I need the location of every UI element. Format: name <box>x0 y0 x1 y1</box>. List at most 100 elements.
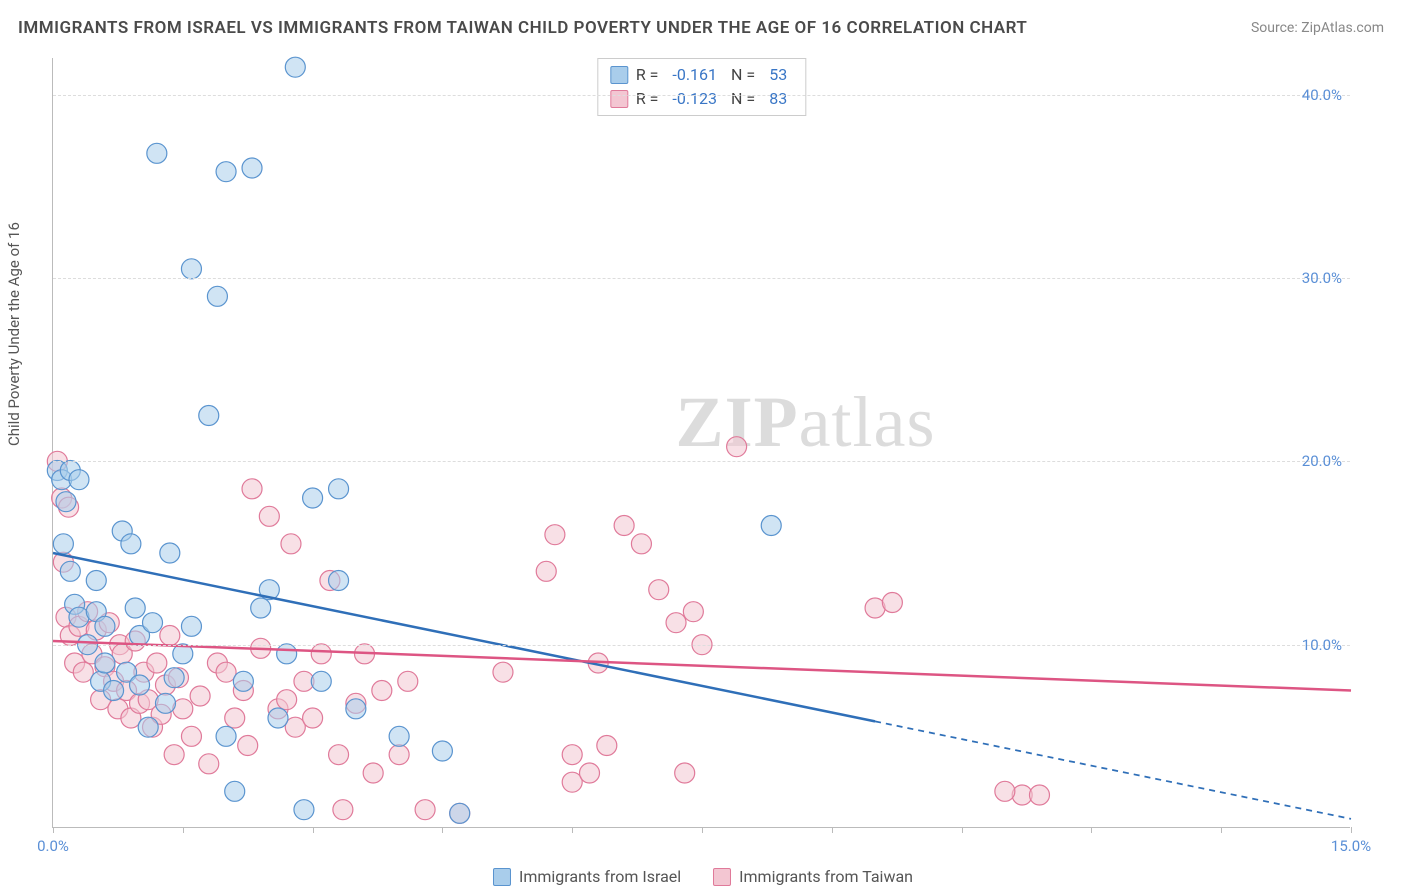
scatter-point <box>160 626 180 646</box>
x-tick <box>313 827 314 833</box>
scatter-point <box>389 745 409 765</box>
gridline <box>53 645 1350 646</box>
scatter-point <box>303 488 323 508</box>
y-tick-label: 30.0% <box>1302 269 1342 287</box>
x-tick <box>53 827 54 833</box>
scatter-point <box>562 745 582 765</box>
scatter-point <box>311 644 331 664</box>
scatter-point <box>277 690 297 710</box>
gridline <box>53 461 1350 462</box>
source-attribution: Source: ZipAtlas.com <box>1251 20 1384 36</box>
scatter-point <box>53 534 73 554</box>
scatter-point <box>104 681 124 701</box>
scatter-point <box>649 580 669 600</box>
scatter-point <box>285 57 305 77</box>
scatter-point <box>164 668 184 688</box>
x-tick <box>183 827 184 833</box>
scatter-point <box>580 763 600 783</box>
scatter-point <box>216 162 236 182</box>
scatter-point <box>147 653 167 673</box>
scatter-point <box>155 693 175 713</box>
scatter-point <box>60 561 80 581</box>
scatter-point <box>181 726 201 746</box>
scatter-point <box>450 803 470 823</box>
scatter-point <box>242 158 262 178</box>
x-tick <box>1091 827 1092 833</box>
scatter-point <box>683 602 703 622</box>
scatter-point <box>415 800 435 820</box>
scatter-point <box>761 516 781 536</box>
scatter-point <box>225 781 245 801</box>
scatter-point <box>121 534 141 554</box>
x-tick <box>962 827 963 833</box>
scatter-point <box>363 763 383 783</box>
scatter-point <box>95 653 115 673</box>
legend-label-taiwan: Immigrants from Taiwan <box>739 867 913 886</box>
chart-title: IMMIGRANTS FROM ISRAEL VS IMMIGRANTS FRO… <box>18 18 1027 38</box>
scatter-point <box>995 781 1015 801</box>
scatter-point <box>225 708 245 728</box>
legend-item-israel: Immigrants from Israel <box>493 867 681 886</box>
scatter-point <box>143 613 163 633</box>
source-name: ZipAtlas.com <box>1301 20 1384 36</box>
x-tick <box>572 827 573 833</box>
scatter-point <box>536 561 556 581</box>
bottom-legend: Immigrants from Israel Immigrants from T… <box>493 867 913 886</box>
scatter-point <box>242 479 262 499</box>
legend-label-israel: Immigrants from Israel <box>519 867 681 886</box>
scatter-point <box>147 143 167 163</box>
scatter-point <box>277 644 297 664</box>
scatter-point <box>160 543 180 563</box>
x-tick <box>702 827 703 833</box>
scatter-point <box>346 699 366 719</box>
y-axis-label: Child Poverty Under the Age of 16 <box>5 222 23 446</box>
scatter-point <box>125 598 145 618</box>
scatter-point <box>56 492 76 512</box>
x-tick <box>832 827 833 833</box>
y-tick-label: 20.0% <box>1302 452 1342 470</box>
scatter-point <box>493 662 513 682</box>
scatter-point <box>181 616 201 636</box>
scatter-point <box>164 745 184 765</box>
trend-line-dashed <box>875 721 1351 818</box>
chart-svg <box>53 58 1351 828</box>
scatter-point <box>259 506 279 526</box>
plot-area: ZIPatlas R = -0.161 N = 53 R = -0.123 N … <box>52 58 1350 828</box>
scatter-point <box>294 800 314 820</box>
scatter-point <box>130 675 150 695</box>
scatter-point <box>727 437 747 457</box>
scatter-point <box>882 593 902 613</box>
legend-swatch-taiwan <box>713 868 731 886</box>
scatter-point <box>199 406 219 426</box>
x-tick-label: 0.0% <box>37 837 69 855</box>
scatter-point <box>199 754 219 774</box>
scatter-point <box>329 479 349 499</box>
scatter-point <box>1029 785 1049 805</box>
scatter-point <box>389 726 409 746</box>
scatter-point <box>233 671 253 691</box>
scatter-point <box>675 763 695 783</box>
scatter-point <box>311 671 331 691</box>
y-tick-label: 10.0% <box>1302 636 1342 654</box>
scatter-point <box>207 286 227 306</box>
scatter-point <box>251 598 271 618</box>
x-tick-label: 15.0% <box>1331 837 1371 855</box>
scatter-point <box>329 745 349 765</box>
scatter-point <box>181 259 201 279</box>
scatter-point <box>281 534 301 554</box>
scatter-point <box>303 708 323 728</box>
scatter-point <box>372 681 392 701</box>
x-tick <box>442 827 443 833</box>
scatter-point <box>190 686 210 706</box>
scatter-point <box>138 717 158 737</box>
scatter-point <box>95 616 115 636</box>
scatter-point <box>216 726 236 746</box>
scatter-point <box>268 708 288 728</box>
scatter-point <box>614 516 634 536</box>
scatter-point <box>432 741 452 761</box>
gridline <box>53 278 1350 279</box>
gridline <box>53 95 1350 96</box>
scatter-point <box>666 613 686 633</box>
source-prefix: Source: <box>1251 20 1301 36</box>
x-tick <box>1351 827 1352 833</box>
